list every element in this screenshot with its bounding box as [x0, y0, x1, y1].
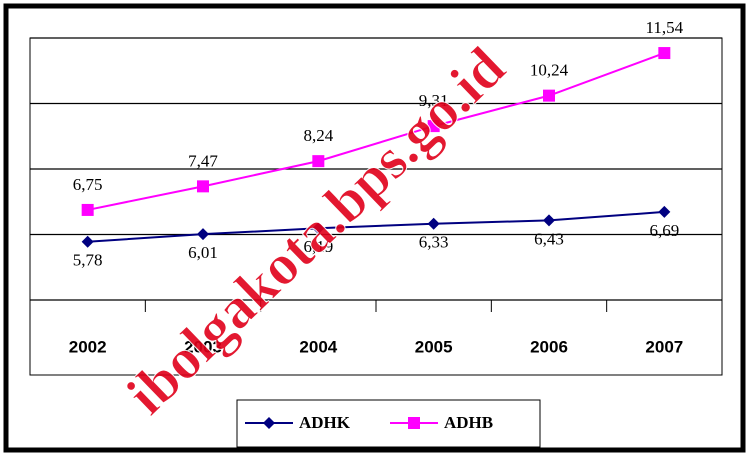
x-tick-label: 2007	[645, 337, 683, 356]
data-point	[312, 222, 325, 235]
data-label: 6,33	[419, 233, 449, 252]
data-label: 11,54	[646, 18, 684, 37]
data-label: 6,01	[188, 243, 218, 262]
data-point	[658, 47, 671, 60]
x-tick-label: 2003	[184, 337, 222, 356]
data-point	[543, 214, 555, 227]
data-point	[427, 217, 440, 230]
data-label: 8,24	[303, 126, 333, 145]
x-tick-label: 2006	[530, 337, 568, 356]
data-point	[81, 235, 94, 248]
x-tick-label: 2002	[69, 337, 107, 356]
data-label: 9,31	[419, 91, 449, 110]
legend-label: ADHB	[444, 413, 493, 432]
data-point	[81, 203, 94, 216]
series-line	[87, 52, 665, 211]
data-label: 7,47	[188, 151, 218, 170]
data-label: 6,19	[303, 237, 333, 256]
data-point	[658, 205, 671, 218]
data-point	[197, 228, 209, 241]
outer-frame	[3, 3, 746, 453]
legend-label: ADHK	[299, 413, 351, 432]
x-tick-label: 2005	[415, 337, 453, 356]
legend-marker	[263, 417, 275, 429]
data-point	[427, 120, 440, 133]
data-label: 10,24	[530, 61, 569, 80]
x-tick-label: 2004	[299, 337, 337, 356]
series-line	[87, 210, 665, 243]
legend-marker	[408, 417, 420, 429]
data-point	[197, 180, 209, 193]
data-label: 6,75	[73, 175, 103, 194]
data-label: 5,78	[73, 251, 103, 270]
data-point	[543, 89, 555, 102]
data-label: 6,43	[534, 229, 564, 248]
data-label: 6,69	[649, 221, 679, 240]
data-point	[312, 155, 325, 168]
